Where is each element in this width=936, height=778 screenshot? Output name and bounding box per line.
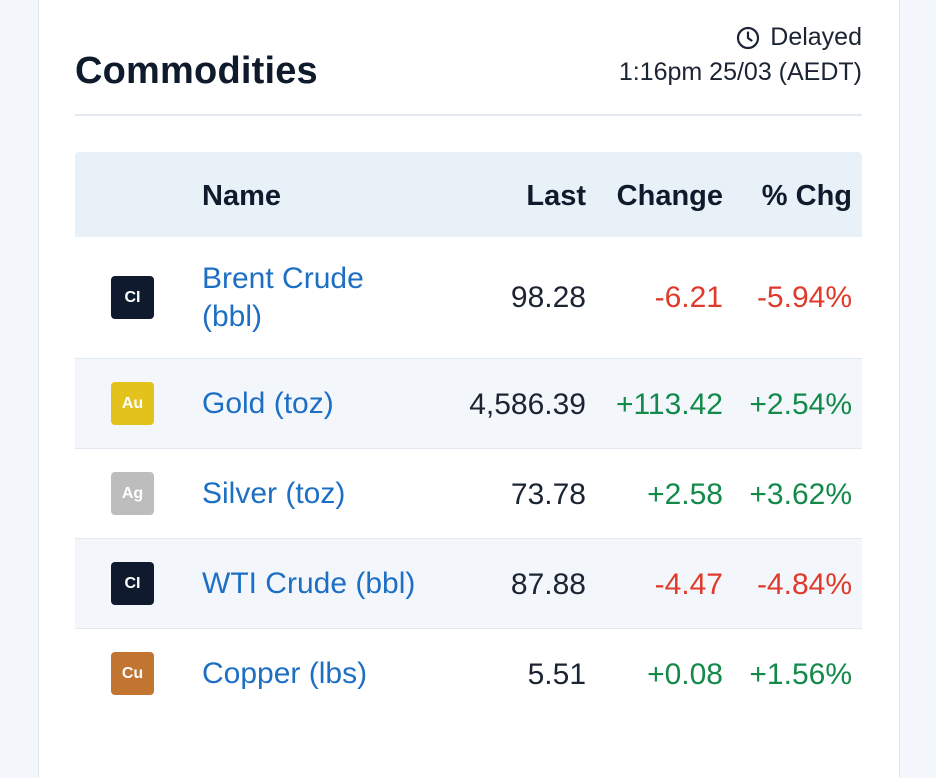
delayed-label: Delayed xyxy=(770,23,862,51)
table-row[interactable]: CI WTI Crude (bbl) 87.88 -4.47 -4.84% xyxy=(75,539,862,629)
timestamp: 1:16pm 25/03 (AEDT) xyxy=(618,58,862,86)
table-row[interactable]: Cu Copper (lbs) 5.51 +0.08 +1.56% xyxy=(75,629,862,718)
market-status: Delayed 1:16pm 25/03 (AEDT) xyxy=(619,20,862,90)
commodity-badge: Cu xyxy=(111,652,154,695)
clock-icon xyxy=(737,26,760,49)
commodity-badge: Au xyxy=(111,382,154,425)
column-header-pct-change[interactable]: % Chg xyxy=(761,180,852,212)
card-header: Commodities Delayed 1:16pm 25/03 (AEDT) xyxy=(75,0,862,116)
percent-change: +1.56% xyxy=(749,658,852,691)
table-row[interactable]: CI Brent Crude (bbl) 98.28 -6.21 -5.94% xyxy=(75,237,862,359)
table-row[interactable]: Ag Silver (toz) 73.78 +2.58 +3.62% xyxy=(75,449,862,539)
commodity-link[interactable]: Copper (lbs) xyxy=(202,657,368,690)
commodity-link[interactable]: Gold (toz) xyxy=(202,387,334,420)
commodities-card: Commodities Delayed 1:16pm 25/03 (AEDT) … xyxy=(38,0,900,778)
last-price: 73.78 xyxy=(510,478,586,511)
commodity-link[interactable]: WTI Crude (bbl) xyxy=(202,567,416,600)
page-title: Commodities xyxy=(75,50,318,92)
percent-change: -4.84% xyxy=(756,568,852,601)
commodity-link[interactable]: Silver (toz) xyxy=(202,477,346,510)
price-change: -4.47 xyxy=(654,568,723,601)
commodity-badge: Ag xyxy=(111,472,154,515)
percent-change: -5.94% xyxy=(756,281,852,314)
last-price: 87.88 xyxy=(510,568,586,601)
table-row[interactable]: Au Gold (toz) 4,586.39 +113.42 +2.54% xyxy=(75,359,862,449)
commodities-table: Name Last Change % Chg CI Brent Crude (b… xyxy=(75,152,862,718)
last-price: 98.28 xyxy=(510,281,586,314)
last-price: 5.51 xyxy=(527,658,586,691)
price-change: -6.21 xyxy=(654,281,723,314)
price-change: +113.42 xyxy=(615,388,723,421)
price-change: +2.58 xyxy=(647,478,723,511)
column-header-change[interactable]: Change xyxy=(616,180,723,212)
commodity-badge: CI xyxy=(111,562,154,605)
price-change: +0.08 xyxy=(647,658,723,691)
column-header-name[interactable]: Name xyxy=(202,180,281,212)
column-header-last[interactable]: Last xyxy=(526,180,586,212)
table-header: Name Last Change % Chg xyxy=(75,152,862,237)
last-price: 4,586.39 xyxy=(469,388,586,421)
commodity-badge: CI xyxy=(111,276,154,319)
percent-change: +2.54% xyxy=(749,388,852,421)
commodity-link[interactable]: Brent Crude (bbl) xyxy=(202,262,364,333)
percent-change: +3.62% xyxy=(749,478,852,511)
